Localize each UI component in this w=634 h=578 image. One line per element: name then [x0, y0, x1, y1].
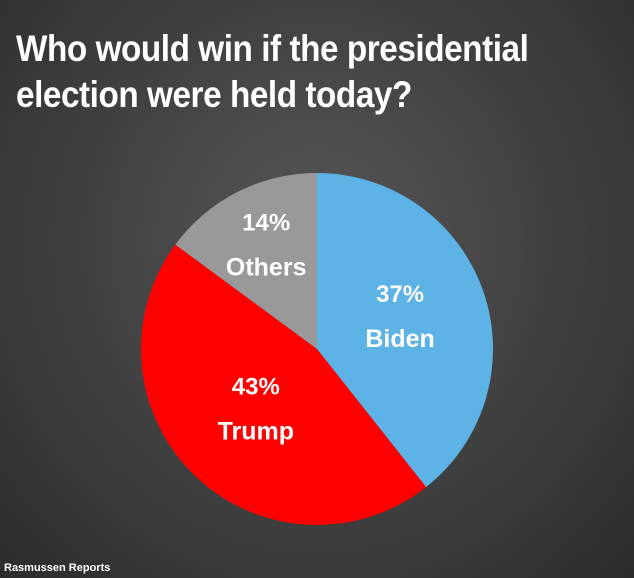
pie-labels: 37% Biden 43% Trump 14% Others [218, 210, 435, 446]
pie-slice-trump [141, 244, 427, 525]
slice-name-trump: Trump [218, 417, 294, 445]
slice-name-others: Others [226, 254, 307, 282]
chart-title: Who would win if the presidential electi… [16, 28, 529, 115]
slice-percent-trump: 43% [232, 373, 280, 400]
slice-percent-others: 14% [242, 210, 290, 237]
slice-name-biden: Biden [365, 325, 434, 353]
pie-slices [141, 173, 493, 525]
pie-slice-biden [317, 173, 493, 488]
source-credit: Rasmussen Reports [4, 562, 111, 574]
pie-slice-others [175, 173, 317, 349]
slice-percent-biden: 37% [376, 281, 424, 308]
